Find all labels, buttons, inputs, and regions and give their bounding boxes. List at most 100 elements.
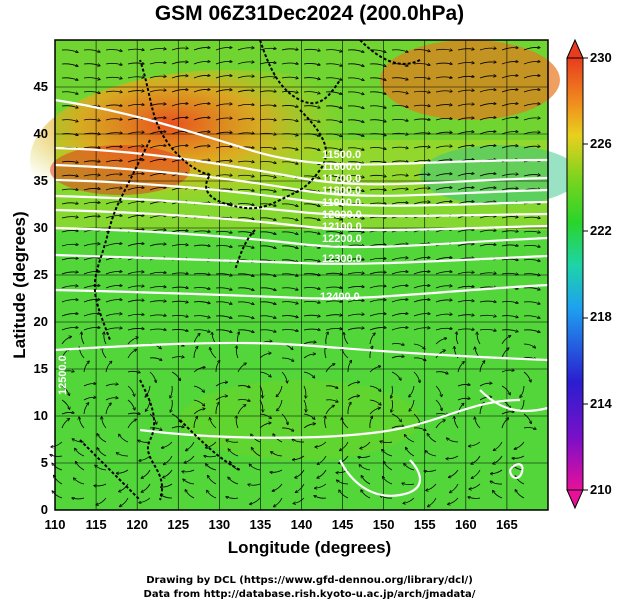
wind-arrow [83, 397, 96, 401]
wind-arrow [105, 133, 122, 134]
wind-arrow [281, 161, 298, 164]
wind-arrow [303, 329, 320, 330]
wind-arrow [215, 231, 232, 232]
contour-label: 12300.0 [322, 253, 362, 265]
y-tick-label: 15 [33, 361, 48, 376]
wind-arrow [145, 399, 151, 411]
wind-arrow [479, 76, 496, 79]
wind-arrow [347, 300, 364, 303]
wind-arrow [149, 146, 166, 149]
wind-arrow [520, 385, 525, 397]
wind-arrow [435, 350, 445, 359]
wind-arrow [206, 464, 217, 471]
wind-arrow [215, 245, 232, 247]
wind-arrow [127, 160, 144, 163]
wind-arrow [413, 133, 430, 134]
y-tick-label: 20 [33, 314, 48, 329]
wind-arrow [149, 132, 166, 135]
wind-arrow [493, 491, 503, 499]
wind-arrow [457, 315, 474, 316]
wind-arrow [303, 260, 320, 262]
wind-arrow [105, 271, 122, 275]
wind-arrow [317, 455, 327, 464]
wind-arrow [413, 357, 426, 361]
wind-arrow [281, 203, 298, 207]
wind-arrow [295, 483, 305, 492]
wind-arrow [303, 274, 320, 276]
wind-arrow [127, 188, 144, 191]
wind-arrow [426, 483, 437, 491]
wind-arrow [127, 132, 144, 135]
wind-arrow [259, 105, 276, 106]
wind-arrow [259, 176, 276, 178]
wind-arrow [276, 385, 283, 397]
wind-arrow [435, 118, 452, 121]
wind-arrow [105, 202, 122, 205]
wind-arrow [127, 328, 144, 330]
wind-arrow [237, 386, 250, 388]
wind-arrow [171, 48, 188, 51]
wind-arrow [303, 399, 306, 412]
wind-arrow [61, 286, 78, 289]
wind-arrow [435, 63, 452, 64]
wind-arrow [215, 315, 232, 318]
wind-arrow [272, 483, 283, 491]
wind-arrow [413, 300, 430, 303]
wind-arrow [171, 315, 188, 316]
wind-arrow [149, 90, 166, 93]
wind-arrow [325, 175, 342, 178]
wind-arrow [215, 301, 232, 304]
wind-arrow [79, 417, 85, 429]
wind-arrow [413, 105, 430, 106]
wind-arrow [391, 343, 404, 345]
wind-arrow [259, 371, 271, 377]
wind-arrow [369, 105, 386, 108]
wind-arrow [303, 424, 315, 429]
wind-arrow [193, 61, 210, 65]
x-tick-label: 145 [331, 517, 354, 532]
wind-arrow [149, 159, 166, 163]
wind-arrow [281, 147, 298, 150]
wind-arrow [501, 259, 518, 260]
wind-arrow [479, 48, 496, 51]
contour-label: 12400.0 [320, 291, 360, 303]
wind-arrow [303, 301, 320, 302]
wind-arrow [325, 287, 342, 288]
wind-arrow [435, 91, 452, 92]
wind-arrow [391, 327, 408, 331]
wind-arrow [251, 448, 261, 457]
wind-arrow [292, 439, 305, 443]
wind-arrow [369, 258, 386, 261]
y-tick-label: 10 [33, 408, 48, 423]
colorbar [566, 38, 588, 510]
wind-arrow [259, 189, 276, 192]
wind-arrow [54, 475, 63, 485]
wind-arrow [384, 461, 393, 471]
wind-arrow [369, 300, 386, 303]
wind-arrow [406, 447, 415, 457]
wind-arrow [215, 175, 232, 176]
wind-arrow [391, 413, 401, 422]
wind-arrow [325, 147, 342, 151]
wind-arrow [293, 455, 305, 460]
wind-arrow [342, 418, 349, 429]
wind-arrow [457, 49, 474, 50]
wind-arrow [325, 91, 342, 94]
wind-arrow [171, 329, 188, 331]
wind-arrow [413, 271, 430, 275]
wind-arrow [127, 286, 144, 289]
y-axis-label: Latitude (degrees) [10, 211, 29, 359]
wind-arrow [237, 189, 254, 190]
wind-arrow [127, 49, 144, 50]
wind-arrow [61, 258, 78, 261]
wind-arrow [293, 497, 305, 504]
wind-arrow [83, 272, 100, 275]
wind-arrow [469, 483, 481, 489]
x-tick-label: 110 [44, 517, 66, 532]
wind-arrow [83, 92, 100, 94]
plot-frame [54, 39, 549, 511]
wind-arrow [105, 91, 122, 92]
wind-arrow [149, 371, 156, 382]
wind-arrow [479, 273, 496, 274]
